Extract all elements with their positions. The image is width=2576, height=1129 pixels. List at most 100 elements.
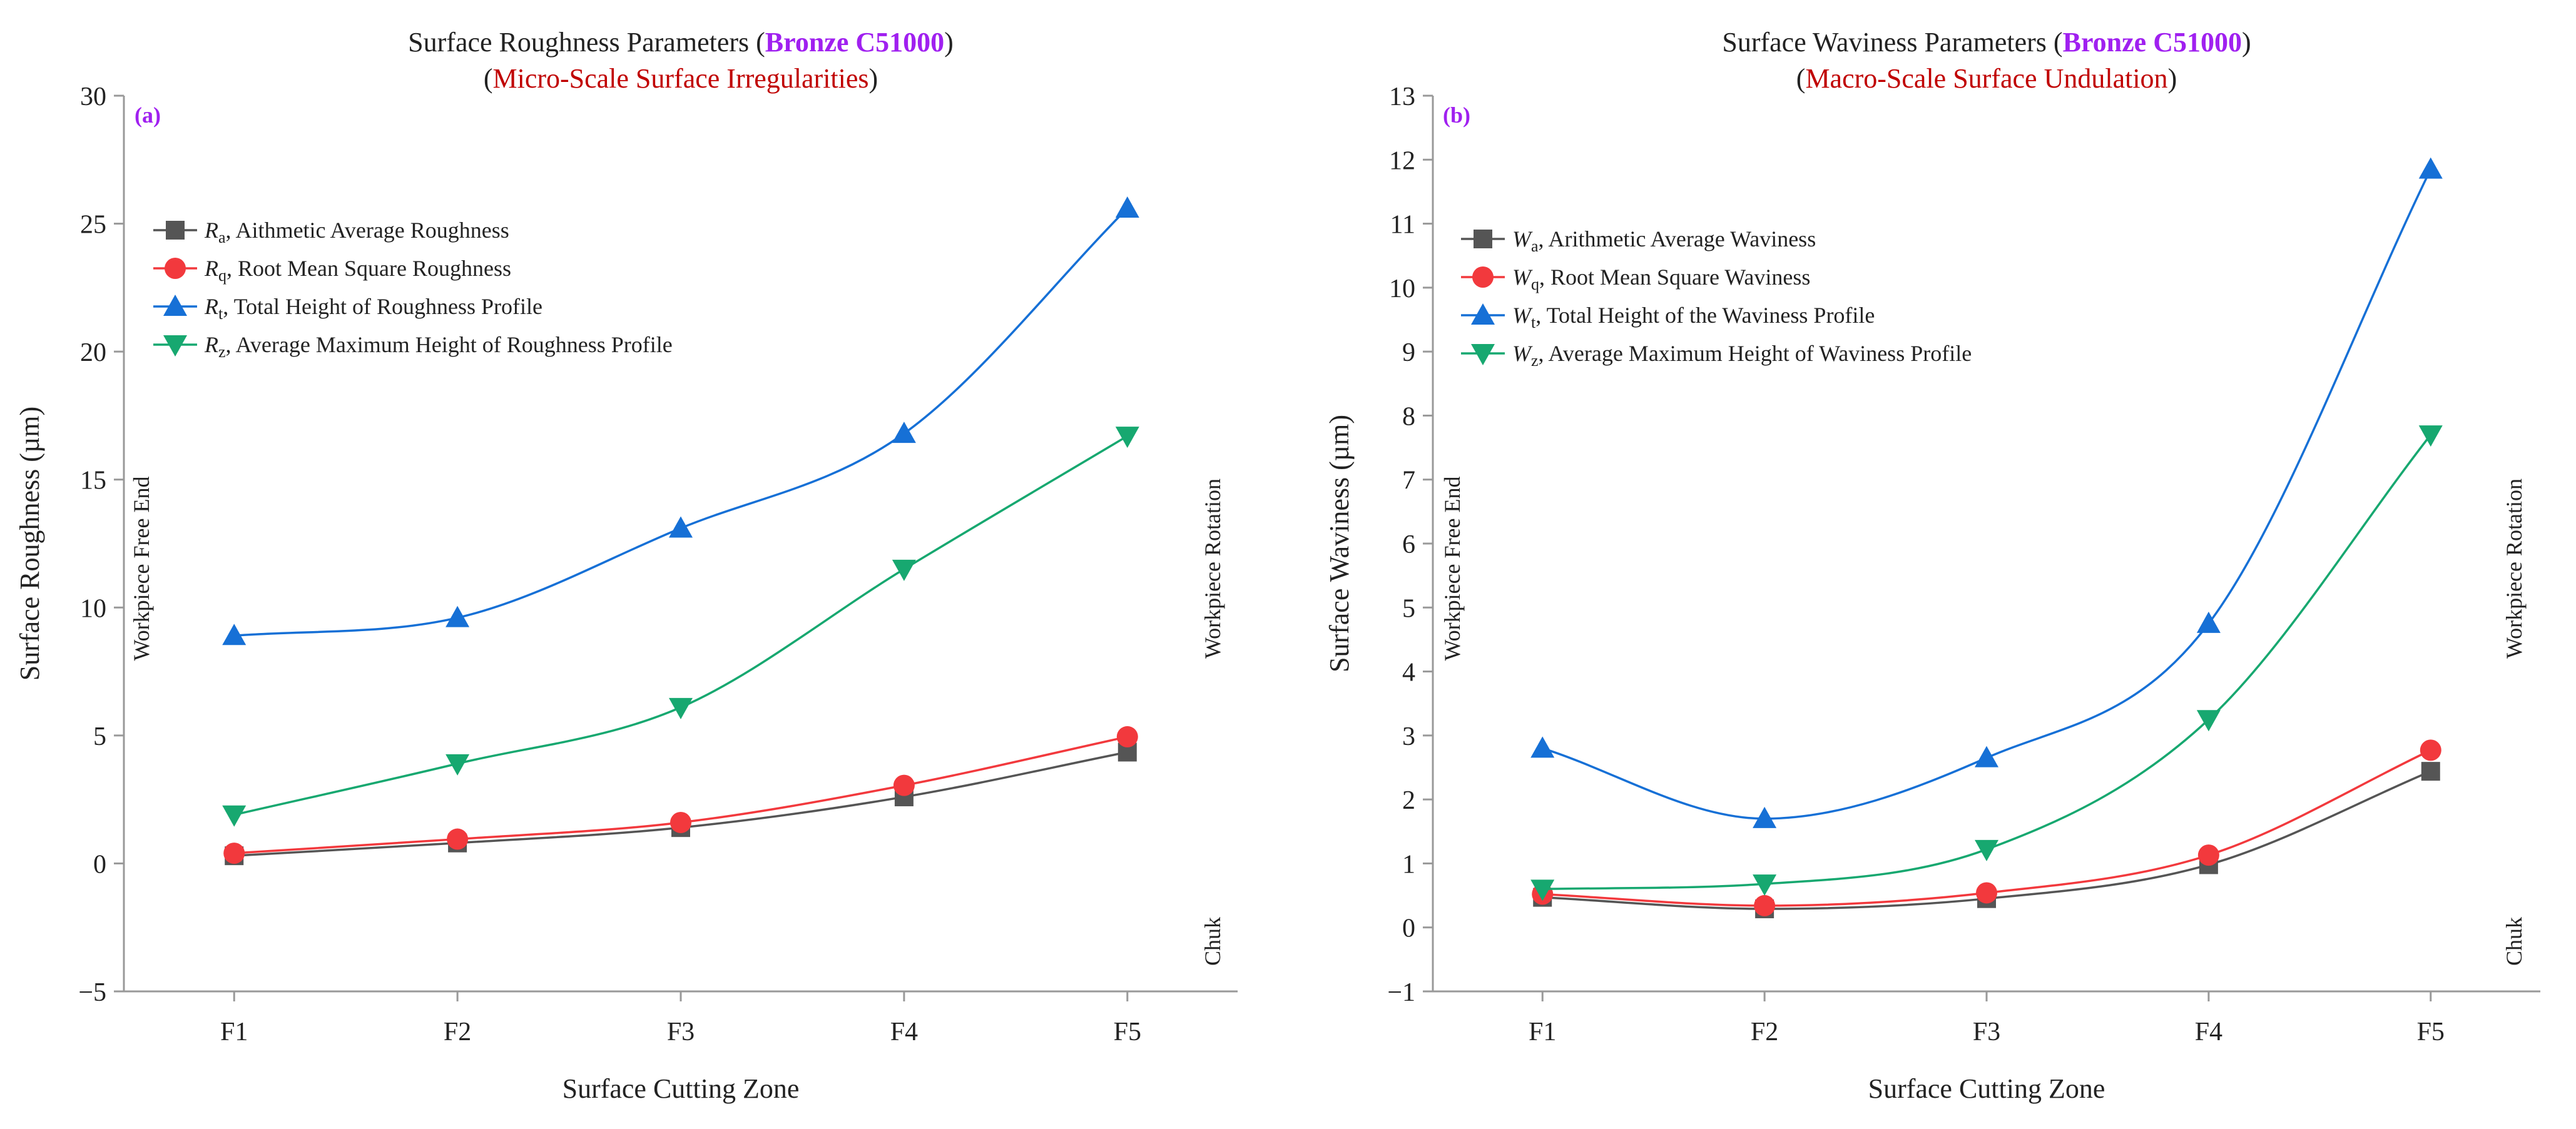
y-tick-label: 25 <box>80 211 106 240</box>
data-point <box>1115 196 1139 218</box>
data-point <box>1753 874 1777 896</box>
x-tick-label: F3 <box>1973 1018 2000 1046</box>
legend-label: Rt, Total Height of Roughness Profile <box>204 294 542 323</box>
y-tick-label: 11 <box>1390 211 1415 240</box>
x-tick-label: F5 <box>2417 1018 2445 1046</box>
data-point <box>2196 611 2221 633</box>
series-line <box>233 435 1128 816</box>
panel-tag: (b) <box>1443 103 1470 128</box>
side-note-free-end: Workpiece Free End <box>129 477 154 661</box>
data-point <box>2418 157 2443 179</box>
legend-label: Wt, Total Height of the Waviness Profile <box>1512 303 1875 332</box>
data-point <box>445 754 470 776</box>
y-tick-label: 4 <box>1402 659 1415 687</box>
legend: Ra, Aithmetic Average Roughness Rq, Root … <box>153 218 673 361</box>
legend-label: Rq, Root Mean Square Roughness <box>204 256 511 285</box>
y-tick-label: 13 <box>1389 83 1415 111</box>
y-axis-label: Surface Roughness (µm) <box>14 407 45 681</box>
y-tick-label: 2 <box>1402 786 1415 815</box>
x-tick-label: F4 <box>2195 1018 2222 1046</box>
data-point <box>1753 806 1777 828</box>
series-line <box>1542 434 2432 891</box>
data-point <box>669 516 693 538</box>
data-point <box>445 605 470 627</box>
data-point <box>670 811 691 833</box>
y-tick-label: 8 <box>1402 402 1415 431</box>
y-tick-label: 7 <box>1402 467 1415 495</box>
legend-swatch-marker <box>166 221 185 240</box>
y-tick-label: 5 <box>93 722 106 751</box>
data-point <box>222 805 247 827</box>
data-point <box>893 774 915 796</box>
side-note-chuck: Chuk <box>1200 917 1225 966</box>
legend-swatch-marker <box>163 295 187 316</box>
series-wt <box>1530 157 2443 828</box>
x-tick-label: F2 <box>444 1018 471 1046</box>
legend-item: Rq, Root Mean Square Roughness <box>153 256 511 285</box>
x-axis-label: Surface Cutting Zone <box>563 1073 800 1104</box>
data-point <box>447 828 469 850</box>
y-tick-label: 10 <box>1389 275 1415 303</box>
data-point <box>1754 894 1776 916</box>
chart-title: Surface Waviness Parameters (Bronze C510… <box>1722 27 2251 58</box>
series-ra <box>225 742 1137 866</box>
x-tick-label: F1 <box>1529 1018 1556 1046</box>
x-tick-label: F2 <box>1751 1018 1778 1046</box>
data-point <box>892 559 916 581</box>
legend: Wa, Arithmetic Average Waviness Wq, Root … <box>1461 226 1972 370</box>
chart-panel-a: −5 0 5 10 15 20 25 30 F1 F2 F3 F4 F5 Surface Cutting … <box>14 27 1238 1104</box>
chart-title: Surface Roughness Parameters (Bronze C51… <box>408 27 954 58</box>
data-point <box>2420 739 2441 761</box>
data-point <box>2197 844 2219 866</box>
y-tick-label: 9 <box>1402 338 1415 367</box>
series-wz <box>1530 425 2443 901</box>
series-wq <box>1532 739 2441 916</box>
legend-item: Wa, Arithmetic Average Waviness <box>1461 226 1816 255</box>
legend-label: Wa, Arithmetic Average Waviness <box>1512 226 1816 255</box>
legend-swatch-marker <box>163 335 187 357</box>
x-tick-label: F1 <box>220 1018 248 1046</box>
legend-item: Rt, Total Height of Roughness Profile <box>153 294 542 323</box>
series-line <box>1542 168 2432 820</box>
y-tick-label: 15 <box>80 467 106 495</box>
y-tick-label: 30 <box>80 83 106 111</box>
x-tick-label: F3 <box>667 1018 695 1046</box>
legend-item: Wq, Root Mean Square Waviness <box>1461 265 1810 293</box>
legend-label: Wz, Average Maximum Height of Waviness P… <box>1512 341 1972 370</box>
legend-swatch-marker <box>1471 344 1495 365</box>
data-point <box>222 624 247 646</box>
data-point <box>2196 710 2221 732</box>
y-tick-label: 0 <box>1402 914 1415 943</box>
data-point <box>1975 746 1998 767</box>
legend-label: Rz, Average Maximum Height of Roughness … <box>204 332 673 361</box>
panel-tag: (a) <box>135 103 161 128</box>
side-note-chuck: Chuk <box>2502 917 2527 966</box>
side-note-rotation: Workpiece Rotation <box>1200 478 1225 659</box>
legend-label: Wq, Root Mean Square Waviness <box>1512 265 1810 293</box>
series-rz <box>222 427 1139 827</box>
chart-subtitle: (Macro-Scale Surface Undulation) <box>1796 63 2177 94</box>
data-point <box>2418 425 2443 447</box>
legend-swatch-marker <box>1474 230 1492 248</box>
data-point <box>1116 726 1138 747</box>
data-point <box>2421 762 2440 781</box>
y-tick-label: 0 <box>93 850 106 879</box>
y-tick-label: 12 <box>1389 146 1415 175</box>
data-point <box>1530 879 1555 901</box>
x-tick-label: F5 <box>1114 1018 1141 1046</box>
legend-item: Wt, Total Height of the Waviness Profile <box>1461 303 1875 332</box>
y-tick-label: 10 <box>80 594 106 623</box>
y-tick-label: −5 <box>78 978 106 1007</box>
y-tick-label: 1 <box>1402 850 1415 879</box>
x-axis-label: Surface Cutting Zone <box>1868 1073 2105 1104</box>
data-point <box>1976 882 1997 904</box>
series-rt <box>222 196 1139 646</box>
y-tick-label: 6 <box>1402 530 1415 559</box>
data-point <box>669 697 693 719</box>
legend-swatch-marker <box>1471 303 1495 325</box>
y-axis-label: Surface Waviness (µm) <box>1324 415 1355 672</box>
legend-item: Wz, Average Maximum Height of Waviness P… <box>1461 341 1972 370</box>
legend-label: Ra, Aithmetic Average Roughness <box>204 218 509 246</box>
